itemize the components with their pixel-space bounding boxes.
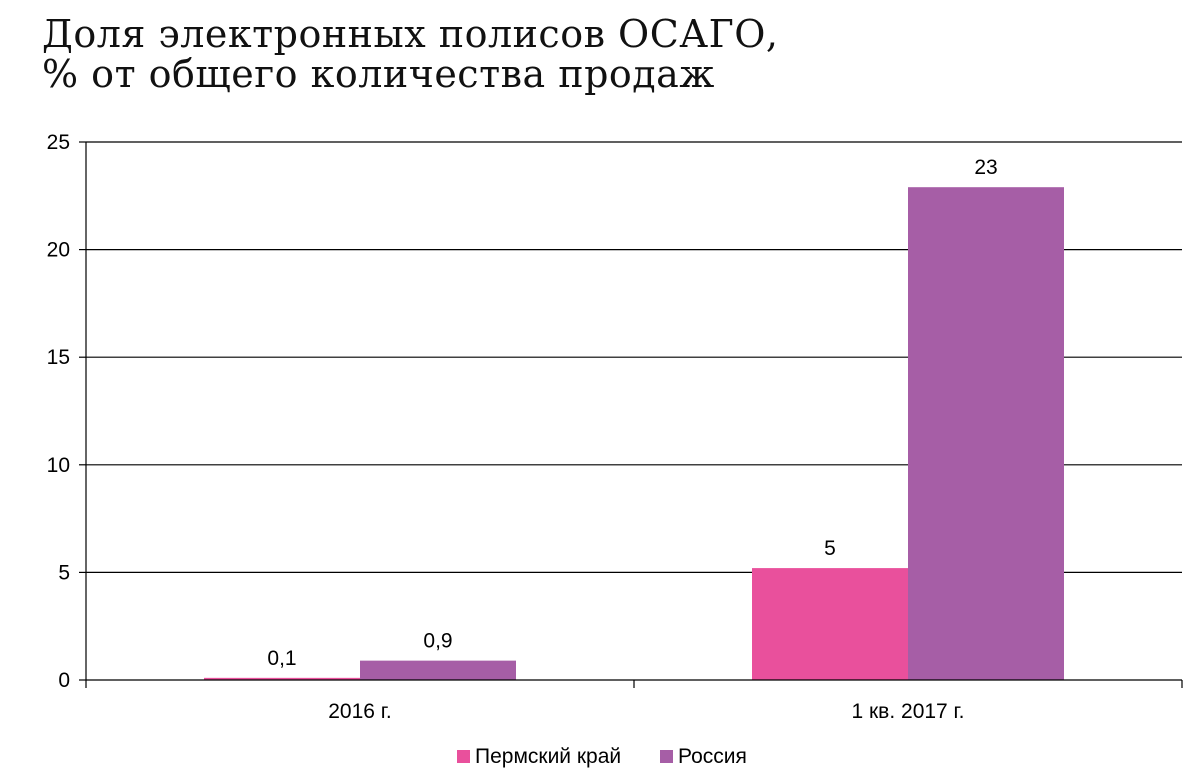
chart-title-line-2: % от общего количества продаж (42, 52, 715, 96)
data-labels: 0,1 0,9 5 23 (267, 156, 997, 670)
chart-title: Доля электронных полисов ОСАГО, % от общ… (42, 14, 778, 94)
x-tick-label-1: 1 кв. 2017 г. (851, 700, 964, 723)
bar-perm-0 (204, 677, 360, 680)
y-tick-label-20: 20 (47, 239, 70, 262)
y-tick-label-10: 10 (47, 454, 70, 477)
data-label-perm-0: 0,1 (267, 647, 296, 670)
x-tick-label-0: 2016 г. (328, 700, 391, 723)
y-tick-label-5: 5 (58, 561, 70, 584)
y-tick-label-25: 25 (47, 131, 70, 154)
data-label-perm-1: 5 (824, 537, 836, 560)
bars (204, 187, 1064, 680)
legend-label-russia: Россия (678, 745, 747, 768)
bar-russia-1 (908, 187, 1064, 680)
legend-swatch-perm (457, 750, 470, 763)
tick-labels: 0 5 10 15 20 25 2016 г. 1 кв. 2017 г. (47, 131, 965, 723)
legend-swatch-russia (660, 750, 673, 763)
bar-russia-0 (360, 660, 516, 680)
y-tick-label-15: 15 (47, 346, 70, 369)
data-label-russia-0: 0,9 (423, 630, 452, 653)
data-label-russia-1: 23 (974, 156, 997, 179)
chart-title-line-1: Доля электронных полисов ОСАГО, (42, 12, 779, 56)
bar-perm-1 (752, 568, 908, 680)
legend-label-perm: Пермский край (475, 745, 621, 768)
legend: Пермский край Россия (457, 745, 747, 768)
axes (79, 141, 1183, 688)
y-tick-label-0: 0 (58, 669, 70, 692)
